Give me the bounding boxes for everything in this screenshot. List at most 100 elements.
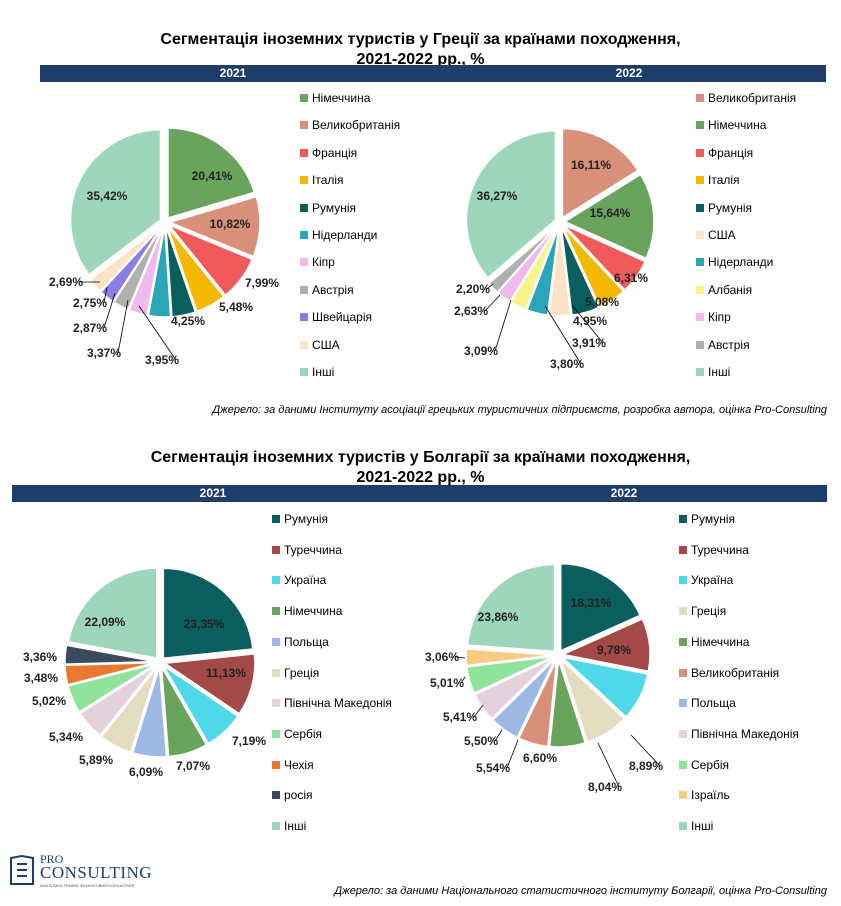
pie-slice (547, 226, 572, 317)
data-label: 5,34% (49, 730, 83, 744)
pie-slice (563, 224, 647, 292)
legend-label: Албанія (708, 282, 753, 297)
leader-line (597, 742, 620, 788)
pie-slice (548, 659, 587, 748)
legend-label: Північна Македонія (284, 696, 392, 711)
legend-item: Польща (272, 634, 329, 650)
data-label: 18,31% (571, 596, 612, 610)
legend-item: Румунія (696, 200, 752, 216)
legend-item: Сербія (679, 757, 729, 773)
legend-item: Інші (272, 818, 306, 834)
legend-item: Греція (272, 665, 319, 681)
pie-slice (562, 225, 625, 309)
legend-swatch (679, 607, 687, 616)
pie-slice (517, 659, 558, 748)
chart-title-bulgaria: Сегментація іноземних туристів у Болгарі… (0, 448, 841, 488)
pie-slice (467, 563, 556, 653)
legend-label: Німеччина (691, 634, 750, 649)
pie-slice (162, 665, 239, 745)
legend-swatch (272, 576, 280, 585)
data-label: 2,20% (456, 282, 490, 296)
legend-item: Інші (300, 364, 334, 380)
legend-label: Кіпр (708, 310, 731, 325)
legend-swatch (696, 340, 704, 349)
legend-item: Інші (696, 364, 730, 380)
legend-label: Північна Македонія (691, 726, 799, 741)
legend-label: Інші (691, 819, 714, 833)
data-label: 3,06% (425, 650, 459, 664)
chart-title-bulgaria-line2: 2021-2022 рр., % (356, 469, 485, 486)
legend-item: Україна (272, 572, 326, 588)
legend-label: Німеччина (284, 604, 343, 619)
legend-label: Польща (691, 696, 736, 711)
legend-swatch (300, 148, 308, 157)
legend-swatch (696, 368, 704, 376)
legend-swatch (696, 258, 704, 267)
data-label: 6,09% (129, 765, 163, 779)
pie-slice (131, 666, 168, 758)
legend-label: Франція (312, 145, 358, 160)
legend-item: росія (272, 787, 313, 803)
legend-swatch (696, 285, 704, 294)
legend-swatch (272, 791, 280, 800)
data-label: 2,75% (73, 296, 107, 310)
data-label: 2,63% (454, 304, 488, 318)
legend-item: Україна (679, 572, 733, 588)
legend-item: Туреччина (679, 542, 749, 558)
legend-item: Чехія (272, 757, 314, 773)
legend-swatch (300, 258, 308, 267)
legend-swatch (679, 822, 687, 830)
data-label: 6,60% (523, 751, 557, 765)
legend-item: Сербія (272, 726, 322, 742)
legend-item: Італія (696, 172, 740, 188)
leader-line (506, 739, 519, 769)
pie-slice (88, 224, 162, 293)
pie-slice (162, 567, 254, 660)
legend-item: Греція (679, 603, 726, 619)
legend-swatch (696, 148, 704, 157)
data-label: 7,19% (232, 734, 266, 748)
leader-line (138, 305, 177, 361)
pie-slice (526, 226, 560, 316)
legend-swatch (696, 231, 704, 239)
pie-slice (560, 656, 649, 718)
legend-item: Німеччина (272, 603, 342, 619)
legend-label: Німеччина (312, 91, 371, 105)
pie-slice (560, 226, 600, 317)
legend-label: Греція (691, 604, 727, 619)
pie-slice (147, 226, 172, 318)
legend-item: Румунія (300, 200, 356, 216)
legend-swatch (679, 791, 687, 800)
legend-item: Німеччина (679, 634, 749, 650)
legend-label: Італія (708, 173, 740, 188)
legend-swatch (300, 94, 308, 102)
pie-slice (165, 226, 197, 318)
data-label: 7,07% (176, 759, 210, 773)
year-header-bulgaria-2021: 2021 (199, 486, 227, 500)
pro-consulting-logo: PRO CONSULTING АНАЛІТИКА РИНКІВ, ФІНАНСО… (8, 852, 158, 894)
data-label: 23,86% (478, 610, 519, 624)
legend-label: Нідерланди (708, 255, 774, 270)
pie-slice (560, 617, 651, 673)
pie-slice (128, 226, 165, 317)
data-label: 23,35% (184, 617, 225, 631)
legend-label: Румунія (312, 200, 357, 215)
legend-item: Швейцарія (300, 309, 372, 325)
pie-slice (67, 567, 158, 660)
pie-slice (491, 658, 556, 739)
legend-label: Інші (708, 365, 731, 379)
legend-item: Великобританія (300, 117, 400, 133)
legend-item: Німеччина (300, 90, 370, 106)
legend-item: Великобританія (696, 90, 796, 106)
legend-item: Польща (679, 695, 736, 711)
data-label: 3,95% (145, 353, 179, 367)
data-label: 9,78% (597, 643, 631, 657)
legend-item: Франція (696, 145, 753, 161)
pie-slice (168, 224, 254, 297)
legend-item: Північна Македонія (679, 726, 799, 742)
legend-swatch (696, 313, 704, 322)
legend-swatch (300, 121, 308, 130)
data-label: 4,95% (573, 314, 607, 328)
